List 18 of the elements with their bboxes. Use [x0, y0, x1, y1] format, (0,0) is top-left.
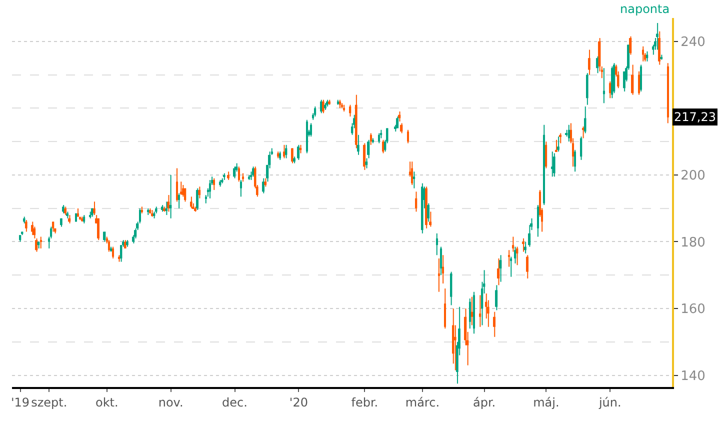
y-tick-label: 180 — [680, 235, 706, 250]
x-tick-label: '19 — [10, 395, 30, 410]
x-tick-label: febr. — [351, 395, 378, 410]
y-tick-label: 140 — [680, 368, 706, 384]
text: 217,23 — [674, 110, 716, 124]
x-tick-label: jún. — [598, 395, 622, 410]
x-tick-label: ápr. — [472, 395, 496, 410]
y-tick-label: 200 — [680, 168, 706, 184]
y-tick-label: 160 — [680, 302, 706, 318]
x-tick-label: '20 — [289, 395, 308, 410]
text: naponta — [620, 2, 670, 16]
x-tick-label: okt. — [95, 395, 118, 410]
x-tick-label: szept. — [31, 395, 68, 410]
x-tick-label: nov. — [158, 395, 184, 410]
x-tick-label: máj. — [533, 395, 560, 410]
x-tick-label: márc. — [405, 395, 440, 410]
y-tick-label: 240 — [680, 34, 706, 50]
x-tick-label: dec. — [222, 395, 248, 410]
